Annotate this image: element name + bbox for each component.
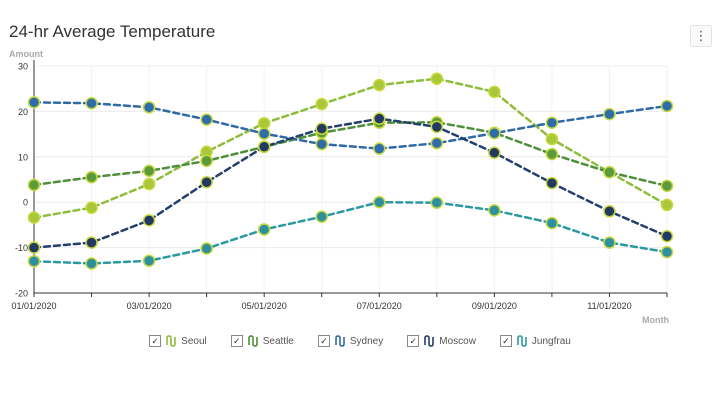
- x-tick-label: 03/01/2020: [127, 301, 172, 311]
- data-point-moscow: [660, 230, 674, 243]
- data-point-moscow: [257, 140, 271, 154]
- data-point-seoul: [315, 97, 328, 111]
- data-point-jungfrau: [488, 204, 501, 217]
- legend-item-jungfrau[interactable]: ✓ Jungfrau: [499, 335, 571, 347]
- data-point-sydney: [85, 96, 98, 110]
- data-point-jungfrau: [142, 254, 156, 268]
- y-tick-label: 30: [18, 62, 28, 72]
- data-point-sydney: [200, 113, 213, 126]
- checkbox-checked-icon[interactable]: ✓: [230, 335, 243, 347]
- data-point-jungfrau: [85, 257, 98, 270]
- data-point-sydney: [142, 101, 156, 114]
- data-point-sydney: [488, 126, 501, 140]
- checkbox-checked-icon[interactable]: ✓: [149, 335, 162, 347]
- data-point-sydney: [545, 116, 559, 129]
- data-point-jungfrau: [660, 245, 674, 259]
- checkbox-checked-icon[interactable]: ✓: [407, 335, 420, 347]
- data-point-moscow: [85, 236, 98, 249]
- data-point-seoul: [142, 177, 156, 191]
- data-point-sydney: [257, 127, 271, 140]
- data-point-moscow: [142, 214, 156, 227]
- y-tick-label: 0: [23, 198, 28, 208]
- y-axis-title: Amount: [9, 49, 43, 59]
- data-point-sydney: [603, 107, 616, 121]
- data-point-moscow: [545, 176, 559, 190]
- legend-label: Jungfrau: [531, 335, 571, 347]
- data-point-seattle: [660, 179, 674, 193]
- legend-label: Seoul: [181, 335, 207, 347]
- x-tick-label: 11/01/2020: [587, 301, 631, 311]
- data-point-seoul: [373, 78, 386, 92]
- data-point-seoul: [27, 211, 41, 224]
- data-point-seattle: [27, 178, 41, 192]
- data-point-moscow: [430, 120, 444, 134]
- line-series-icon: [517, 335, 527, 347]
- checkbox-checked-icon[interactable]: ✓: [499, 335, 512, 347]
- x-tick-label: 01/01/2020: [11, 301, 56, 311]
- series-line-sydney: [32, 101, 669, 150]
- data-point-seoul: [430, 72, 444, 85]
- y-tick-label: 10: [18, 152, 28, 162]
- data-point-moscow: [27, 241, 41, 254]
- series-line-seattle: [32, 121, 669, 188]
- data-point-moscow: [603, 205, 616, 218]
- x-tick-label: 07/01/2020: [357, 301, 402, 311]
- checkbox-checked-icon[interactable]: ✓: [317, 335, 330, 347]
- data-point-jungfrau: [200, 242, 213, 255]
- legend: ✓ Seoul ✓ Seattle ✓ Sydney ✓ Moscow ✓ Ju…: [0, 335, 720, 347]
- data-point-jungfrau: [315, 210, 328, 223]
- data-point-seoul: [85, 201, 98, 214]
- legend-item-sydney[interactable]: ✓ Sydney: [317, 335, 384, 347]
- data-point-moscow: [488, 146, 501, 159]
- legend-label: Moscow: [439, 335, 476, 347]
- data-point-seattle: [85, 170, 98, 184]
- legend-label: Sydney: [349, 335, 384, 347]
- series-line-jungfrau: [32, 200, 669, 265]
- data-point-moscow: [200, 175, 213, 189]
- data-point-jungfrau: [545, 216, 559, 230]
- data-point-moscow: [373, 112, 386, 125]
- series-line-seoul: [32, 77, 669, 219]
- x-axis-title: Month: [642, 315, 669, 325]
- data-point-seoul: [660, 198, 674, 212]
- line-series-icon: [335, 335, 345, 347]
- line-series-icon: [424, 335, 435, 347]
- data-point-seattle: [603, 165, 616, 179]
- data-point-sydney: [315, 137, 328, 151]
- y-tick-label: 20: [18, 107, 28, 117]
- y-tick-label: -10: [15, 243, 28, 253]
- legend-item-moscow[interactable]: ✓ Moscow: [407, 335, 476, 347]
- data-point-sydney: [373, 142, 386, 155]
- x-tick-label: 05/01/2020: [242, 301, 287, 311]
- line-series-icon: [166, 335, 176, 347]
- data-point-moscow: [315, 122, 328, 135]
- chart-menu-button[interactable]: ⋮: [690, 25, 712, 47]
- data-point-seoul: [545, 132, 559, 146]
- line-chart: -20 -10 0 10 20 30 01/01/2020 03/01/2020 05/01/2…: [9, 49, 674, 325]
- data-point-seoul: [257, 116, 271, 130]
- data-point-seattle: [142, 164, 156, 178]
- data-point-jungfrau: [373, 195, 386, 209]
- data-point-jungfrau: [257, 223, 271, 236]
- data-point-jungfrau: [603, 236, 616, 249]
- line-series-icon: [247, 335, 258, 347]
- data-point-sydney: [27, 96, 41, 109]
- chart-title: 24-hr Average Temperature: [9, 22, 216, 41]
- y-tick-label: -20: [15, 289, 28, 299]
- legend-item-seoul[interactable]: ✓ Seoul: [149, 335, 207, 347]
- data-point-jungfrau: [430, 196, 444, 209]
- data-point-sydney: [660, 99, 674, 113]
- legend-label: Seattle: [262, 335, 294, 347]
- data-point-sydney: [430, 136, 444, 150]
- data-point-seoul: [488, 85, 501, 99]
- x-tick-label: 09/01/2020: [472, 301, 517, 311]
- data-point-seattle: [545, 147, 559, 161]
- series-line-moscow: [32, 117, 669, 249]
- legend-item-seattle[interactable]: ✓ Seattle: [230, 335, 294, 347]
- data-point-jungfrau: [27, 254, 41, 268]
- data-point-seattle: [200, 154, 213, 168]
